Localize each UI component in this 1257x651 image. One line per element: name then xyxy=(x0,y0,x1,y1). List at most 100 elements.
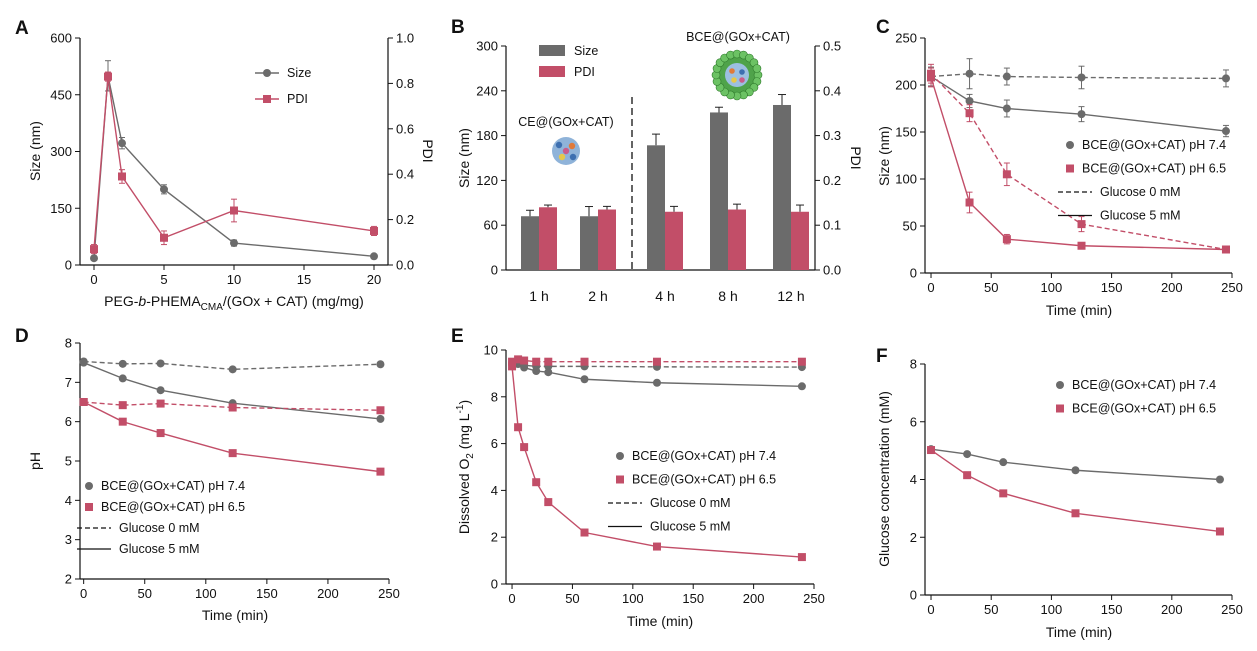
legend-swatch xyxy=(539,66,565,77)
data-point xyxy=(1071,466,1080,475)
legend-label: Glucose 5 mM xyxy=(1100,209,1181,223)
label-part: Dissolved O xyxy=(456,459,472,535)
data-point xyxy=(1215,527,1224,536)
data-point xyxy=(580,357,589,366)
data-point xyxy=(118,359,127,368)
category-label: 4 h xyxy=(655,288,674,304)
y-axis-title: Size (nm) xyxy=(876,126,892,186)
legend-label: Glucose 0 mM xyxy=(650,496,731,510)
legend-label: Size xyxy=(287,66,311,80)
y-tick-label: 2 xyxy=(910,530,917,545)
y-tick-label: 6 xyxy=(491,436,498,451)
data-point xyxy=(580,375,589,384)
data-point xyxy=(1215,475,1224,484)
data-point xyxy=(1077,110,1086,119)
y-axis-title: Size (nm) xyxy=(27,121,43,181)
particle-core xyxy=(725,63,749,87)
y-tick-label: 180 xyxy=(476,128,498,143)
x-tick-label: 0 xyxy=(90,272,97,287)
x-tick-label: 100 xyxy=(1041,280,1063,295)
legend-marker xyxy=(616,452,624,460)
y2-tick-label: 1.0 xyxy=(396,31,414,46)
data-point xyxy=(544,368,553,377)
data-point xyxy=(999,489,1008,498)
data-point xyxy=(652,542,661,551)
data-point xyxy=(963,450,972,459)
chart-panel-c: 0 50 100 150 200 250 0 50 100 150 200 250 BCE@(GOx+C… xyxy=(876,17,1243,318)
y-tick-label: 200 xyxy=(895,78,917,93)
category-label: 2 h xyxy=(588,288,607,304)
x-tick-label: 100 xyxy=(1041,602,1063,617)
particle-dot xyxy=(558,153,566,161)
series-2 xyxy=(90,71,378,255)
series-line xyxy=(83,360,381,371)
y-tick-label: 250 xyxy=(895,31,917,46)
particle-dot xyxy=(555,141,563,149)
bar xyxy=(710,112,728,270)
panel-label-e: E xyxy=(451,326,464,347)
y-tick-label: 300 xyxy=(476,39,498,54)
legend-marker xyxy=(263,95,271,103)
y-tick-label: 100 xyxy=(895,172,917,187)
legend-marker xyxy=(85,503,93,511)
y-tick-label: 4 xyxy=(910,472,917,487)
x-tick-label: 150 xyxy=(256,586,278,601)
bar-series-1 xyxy=(521,94,791,270)
legend-label: BCE@(GOx+CAT) pH 7.4 xyxy=(1082,138,1226,152)
data-point xyxy=(520,356,529,365)
legend-label: BCE@(GOx+CAT) pH 6.5 xyxy=(101,500,245,514)
bar xyxy=(665,211,683,270)
y-tick-label: 6 xyxy=(65,414,72,429)
y-tick-label: 3 xyxy=(65,532,72,547)
legend: Size PDI xyxy=(255,66,311,106)
data-point xyxy=(544,357,553,366)
x-tick-label: 200 xyxy=(1161,602,1183,617)
data-point xyxy=(1077,73,1086,82)
series-2 xyxy=(927,446,1224,536)
legend-label: BCE@(GOx+CAT) pH 6.5 xyxy=(1082,162,1226,176)
x-tick-label: 150 xyxy=(1101,602,1123,617)
x-tick-label: 250 xyxy=(378,586,400,601)
data-point xyxy=(965,198,974,207)
y-tick-label: 0 xyxy=(491,263,498,278)
data-point xyxy=(927,73,936,82)
y-tick-label: 8 xyxy=(910,357,917,372)
bar xyxy=(521,216,539,270)
y2-tick-label: 0.4 xyxy=(823,83,841,98)
legend-swatch xyxy=(539,45,565,56)
legend-label: PDI xyxy=(287,92,308,106)
series-4 xyxy=(927,67,1230,254)
data-point xyxy=(1071,509,1080,518)
data-point xyxy=(118,374,127,383)
x-tick-label: 100 xyxy=(622,591,644,606)
data-point xyxy=(520,443,529,452)
legend: BCE@(GOx+CAT) pH 7.4 BCE@(GOx+CAT) pH 6.5 xyxy=(1056,378,1216,416)
data-point xyxy=(1221,74,1230,83)
annotation-bce: BCE@(GOx+CAT) xyxy=(686,30,790,44)
legend-marker xyxy=(1066,164,1074,173)
y-tick-label: 240 xyxy=(476,83,498,98)
data-point xyxy=(965,109,974,118)
x-tick-label: 50 xyxy=(565,591,579,606)
series-1 xyxy=(79,357,385,374)
particle-bead xyxy=(752,64,762,73)
series-line xyxy=(83,401,381,411)
x-tick-label: 250 xyxy=(1221,602,1243,617)
label-part: ) xyxy=(456,400,472,405)
y-tick-label: 0 xyxy=(65,258,72,273)
data-point xyxy=(532,357,541,366)
x-tick-label: 200 xyxy=(317,586,339,601)
bar xyxy=(791,211,809,270)
particle-dot xyxy=(729,68,735,74)
y-tick-label: 50 xyxy=(903,219,917,234)
y-tick-label: 4 xyxy=(65,493,72,508)
legend-label: BCE@(GOx+CAT) pH 7.4 xyxy=(632,449,776,463)
data-point xyxy=(160,233,168,242)
panel-label-d: D xyxy=(15,326,29,347)
x-tick-label: 250 xyxy=(803,591,825,606)
data-point xyxy=(370,252,378,261)
data-point xyxy=(156,359,165,368)
data-point xyxy=(532,367,541,376)
bar xyxy=(580,216,598,270)
legend-marker xyxy=(263,69,271,77)
